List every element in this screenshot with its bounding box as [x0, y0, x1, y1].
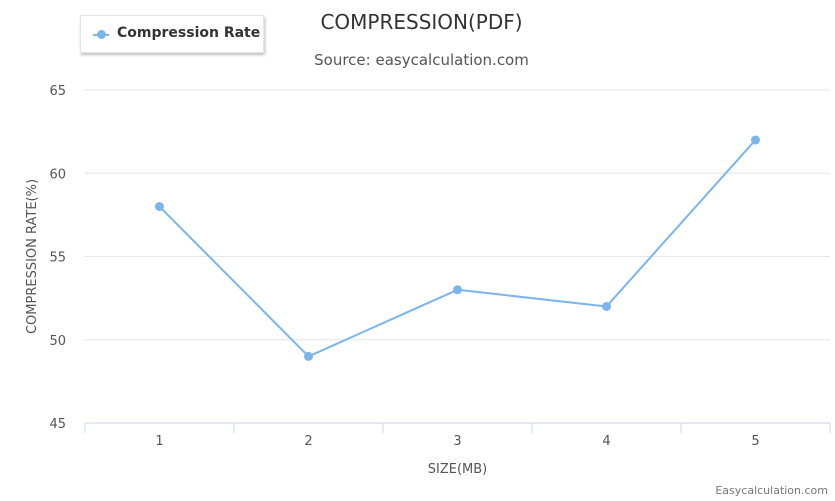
x-tick-label: 3: [453, 434, 461, 449]
chart-title: COMPRESSION(PDF): [320, 10, 523, 34]
x-tick-label: 2: [304, 434, 312, 449]
y-tick-label: 65: [49, 84, 66, 99]
x-tick-label: 5: [751, 434, 759, 449]
y-tick-label: 60: [49, 167, 66, 182]
x-axis-ticks: 1 2 3 4 5: [84, 423, 831, 449]
x-tick-label: 1: [155, 434, 163, 449]
y-axis-label: COMPRESSION RATE(%): [25, 179, 40, 334]
legend-item-compression-rate[interactable]: Compression Rate: [117, 25, 261, 41]
chart-subtitle: Source: easycalculation.com: [314, 51, 529, 69]
series-compression-rate: [155, 135, 760, 361]
y-tick-label: 55: [49, 251, 66, 266]
x-tick-label: 4: [602, 434, 610, 449]
legend[interactable]: Compression Rate: [80, 15, 264, 53]
data-point[interactable]: [751, 135, 760, 145]
legend-marker: [97, 30, 106, 39]
y-tick-label: 45: [49, 417, 66, 432]
y-tick-label: 50: [49, 334, 66, 349]
y-axis-ticks: 45 50 55 60 65: [49, 84, 66, 432]
credit-link[interactable]: Easycalculation.com: [715, 484, 828, 497]
data-point[interactable]: [602, 301, 611, 311]
data-point[interactable]: [155, 202, 164, 212]
series-line: [158, 138, 757, 358]
gridlines: [85, 89, 830, 341]
data-point[interactable]: [453, 285, 462, 295]
data-point[interactable]: [304, 351, 313, 361]
x-axis-label: SIZE(MB): [428, 462, 487, 477]
